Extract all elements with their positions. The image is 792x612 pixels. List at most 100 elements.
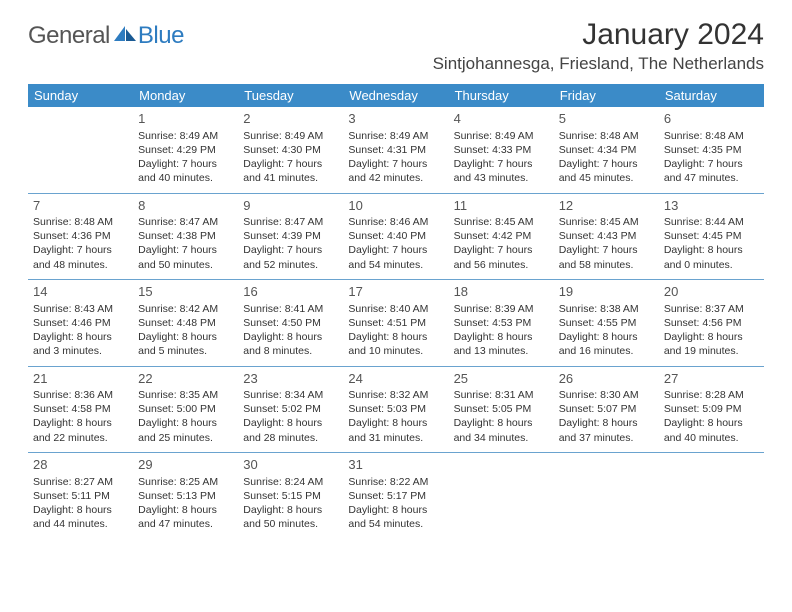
day-number: 11 <box>454 197 549 215</box>
sunset-line: Sunset: 4:39 PM <box>243 229 338 243</box>
week-row: 14Sunrise: 8:43 AMSunset: 4:46 PM Dayligh… <box>28 280 764 366</box>
daylight-line-1: Daylight: 7 hours <box>454 157 549 171</box>
day-number: 8 <box>138 197 233 215</box>
sunset-line: Sunset: 4:35 PM <box>664 143 759 157</box>
day-cell: 25Sunrise: 8:31 AMSunset: 5:05 PMDayligh… <box>449 367 554 453</box>
daylight-line-2: and 47 minutes. <box>664 171 759 185</box>
day-number: 4 <box>454 110 549 128</box>
sunrise-line: Sunrise: 8:49 AM <box>454 129 549 143</box>
sunset-line: Sunset: 4:50 PM <box>243 316 338 330</box>
day-cell <box>28 107 133 193</box>
day-number: 7 <box>33 197 128 215</box>
sunrise-line: Sunrise: 8:48 AM <box>664 129 759 143</box>
day-number: 26 <box>559 370 654 388</box>
daylight-line-2: and 13 minutes. <box>454 344 549 358</box>
daylight-line-2: and 19 minutes. <box>664 344 759 358</box>
daylight-line-1: Daylight: 8 hours <box>454 330 549 344</box>
day-cell <box>554 453 659 539</box>
daylight-line-2: and 52 minutes. <box>243 258 338 272</box>
daylight-line-2: and 50 minutes. <box>138 258 233 272</box>
sunrise-line: Sunrise: 8:25 AM <box>138 475 233 489</box>
sunrise-line: Sunrise: 8:31 AM <box>454 388 549 402</box>
sunset-line: Sunset: 5:11 PM <box>33 489 128 503</box>
day-number: 31 <box>348 456 443 474</box>
sunrise-line: Sunrise: 8:36 AM <box>33 388 128 402</box>
daylight-line-1: Daylight: 8 hours <box>348 416 443 430</box>
daylight-line-1: Daylight: 8 hours <box>33 416 128 430</box>
daylight-line-2: and 40 minutes. <box>138 171 233 185</box>
day-cell: 22Sunrise: 8:35 AMSunset: 5:00 PMDayligh… <box>133 367 238 453</box>
day-cell: 7Sunrise: 8:48 AMSunset: 4:36 PMDaylight… <box>28 194 133 280</box>
sunset-line: Sunset: 4:46 PM <box>33 316 128 330</box>
day-number: 25 <box>454 370 549 388</box>
day-cell: 9Sunrise: 8:47 AMSunset: 4:39 PMDaylight… <box>238 194 343 280</box>
week-row: 7Sunrise: 8:48 AMSunset: 4:36 PMDaylight… <box>28 194 764 280</box>
daylight-line-1: Daylight: 8 hours <box>664 330 759 344</box>
sunset-line: Sunset: 4:48 PM <box>138 316 233 330</box>
day-cell: 23Sunrise: 8:34 AMSunset: 5:02 PMDayligh… <box>238 367 343 453</box>
day-cell: 28Sunrise: 8:27 AMSunset: 5:11 PMDayligh… <box>28 453 133 539</box>
daylight-line-2: and 31 minutes. <box>348 431 443 445</box>
sunset-line: Sunset: 4:36 PM <box>33 229 128 243</box>
day-cell: 19Sunrise: 8:38 AMSunset: 4:55 PMDayligh… <box>554 280 659 366</box>
daylight-line-1: Daylight: 8 hours <box>243 503 338 517</box>
day-cell: 10Sunrise: 8:46 AMSunset: 4:40 PMDayligh… <box>343 194 448 280</box>
day-number: 22 <box>138 370 233 388</box>
day-header: Sunday <box>28 84 133 107</box>
day-cell: 29Sunrise: 8:25 AMSunset: 5:13 PMDayligh… <box>133 453 238 539</box>
day-number: 24 <box>348 370 443 388</box>
day-cell: 12Sunrise: 8:45 AMSunset: 4:43 PMDayligh… <box>554 194 659 280</box>
day-cell: 18Sunrise: 8:39 AMSunset: 4:53 PMDayligh… <box>449 280 554 366</box>
day-number: 16 <box>243 283 338 301</box>
sunset-line: Sunset: 4:29 PM <box>138 143 233 157</box>
sunset-line: Sunset: 5:02 PM <box>243 402 338 416</box>
sunrise-line: Sunrise: 8:43 AM <box>33 302 128 316</box>
month-title: January 2024 <box>433 18 764 52</box>
sunrise-line: Sunrise: 8:45 AM <box>454 215 549 229</box>
sunset-line: Sunset: 5:07 PM <box>559 402 654 416</box>
daylight-line-2: and 40 minutes. <box>664 431 759 445</box>
daylight-line-2: and 43 minutes. <box>454 171 549 185</box>
day-number: 14 <box>33 283 128 301</box>
sunrise-line: Sunrise: 8:28 AM <box>664 388 759 402</box>
header: General Blue January 2024 Sintjohannesga… <box>28 18 764 74</box>
sunrise-line: Sunrise: 8:47 AM <box>243 215 338 229</box>
daylight-line-1: Daylight: 7 hours <box>138 243 233 257</box>
daylight-line-1: Daylight: 8 hours <box>664 416 759 430</box>
daylight-line-2: and 50 minutes. <box>243 517 338 531</box>
daylight-line-1: Daylight: 8 hours <box>243 416 338 430</box>
sunrise-line: Sunrise: 8:24 AM <box>243 475 338 489</box>
daylight-line-2: and 37 minutes. <box>559 431 654 445</box>
daylight-line-2: and 34 minutes. <box>454 431 549 445</box>
daylight-line-1: Daylight: 7 hours <box>559 243 654 257</box>
week-row: 1Sunrise: 8:49 AMSunset: 4:29 PMDaylight… <box>28 107 764 193</box>
sunset-line: Sunset: 4:38 PM <box>138 229 233 243</box>
sunset-line: Sunset: 5:09 PM <box>664 402 759 416</box>
sunrise-line: Sunrise: 8:44 AM <box>664 215 759 229</box>
day-cell: 20Sunrise: 8:37 AMSunset: 4:56 PMDayligh… <box>659 280 764 366</box>
sunrise-line: Sunrise: 8:38 AM <box>559 302 654 316</box>
day-number: 6 <box>664 110 759 128</box>
day-header: Friday <box>554 84 659 107</box>
sunset-line: Sunset: 5:13 PM <box>138 489 233 503</box>
day-number: 12 <box>559 197 654 215</box>
week-row: 21Sunrise: 8:36 AMSunset: 4:58 PMDayligh… <box>28 367 764 453</box>
sunset-line: Sunset: 4:42 PM <box>454 229 549 243</box>
sunrise-line: Sunrise: 8:42 AM <box>138 302 233 316</box>
daylight-line-2: and 0 minutes. <box>664 258 759 272</box>
sunrise-line: Sunrise: 8:41 AM <box>243 302 338 316</box>
day-number: 18 <box>454 283 549 301</box>
daylight-line-1: Daylight: 7 hours <box>243 157 338 171</box>
logo: General Blue <box>28 22 184 50</box>
sunset-line: Sunset: 4:43 PM <box>559 229 654 243</box>
day-number: 2 <box>243 110 338 128</box>
sunrise-line: Sunrise: 8:39 AM <box>454 302 549 316</box>
day-number: 15 <box>138 283 233 301</box>
daylight-line-2: and 56 minutes. <box>454 258 549 272</box>
sunrise-line: Sunrise: 8:49 AM <box>348 129 443 143</box>
sunset-line: Sunset: 4:45 PM <box>664 229 759 243</box>
daylight-line-1: Daylight: 8 hours <box>138 330 233 344</box>
day-cell: 27Sunrise: 8:28 AMSunset: 5:09 PMDayligh… <box>659 367 764 453</box>
sunset-line: Sunset: 5:17 PM <box>348 489 443 503</box>
day-number: 29 <box>138 456 233 474</box>
